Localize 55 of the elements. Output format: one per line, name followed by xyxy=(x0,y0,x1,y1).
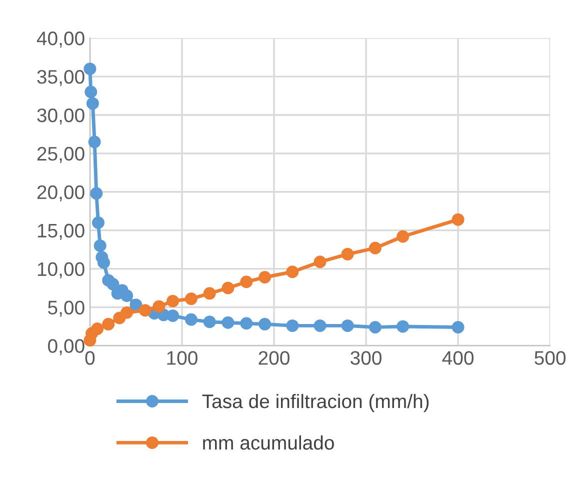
point xyxy=(166,294,180,308)
y-tick-label: 25,00 xyxy=(37,146,84,163)
legend-label: mm acumulado xyxy=(203,435,334,450)
point xyxy=(152,300,166,313)
point xyxy=(184,313,198,326)
y-tick-label: 40,00 xyxy=(36,32,84,48)
x-tick-label: 300 xyxy=(350,351,382,365)
point xyxy=(106,278,120,290)
x-tick-label: 0 xyxy=(85,351,95,365)
point xyxy=(84,62,96,76)
point xyxy=(240,317,253,330)
y-tick-label: 30,00 xyxy=(37,108,84,125)
x-tick-label: 200 xyxy=(258,351,290,365)
x-tick-label: 100 xyxy=(167,351,198,365)
point xyxy=(102,318,115,330)
y-tick-label: 5,00 xyxy=(48,300,84,317)
point xyxy=(452,213,464,226)
point xyxy=(88,136,101,148)
point xyxy=(90,187,103,200)
point xyxy=(258,318,272,330)
point xyxy=(138,304,152,317)
point xyxy=(452,320,464,334)
point xyxy=(222,316,234,329)
y-tick-label: 35,00 xyxy=(37,70,84,86)
x-tick-label: 400 xyxy=(442,351,474,365)
x-tick-label: 500 xyxy=(534,351,566,365)
point xyxy=(286,266,299,278)
point xyxy=(86,97,99,110)
y-tick-label: 20,00 xyxy=(37,185,84,202)
point xyxy=(203,287,216,300)
point xyxy=(203,316,216,328)
point xyxy=(396,320,410,333)
point xyxy=(184,292,198,306)
point xyxy=(84,86,98,98)
point xyxy=(240,276,253,288)
point xyxy=(166,309,180,322)
y-tick-label: 15,00 xyxy=(38,224,84,240)
legend-label: Tasa de infiltracion (mm/h) xyxy=(202,394,429,412)
point xyxy=(222,282,234,294)
point xyxy=(94,239,106,252)
point xyxy=(120,306,134,319)
point xyxy=(92,216,104,229)
point xyxy=(258,270,272,284)
point xyxy=(120,289,134,302)
y-tick-label: 0,00 xyxy=(48,339,84,356)
point xyxy=(91,322,104,336)
point xyxy=(341,319,354,332)
point xyxy=(286,319,299,332)
point xyxy=(368,320,382,334)
point xyxy=(341,248,354,260)
point xyxy=(314,319,326,332)
point xyxy=(396,230,410,243)
point xyxy=(314,256,326,268)
point xyxy=(368,242,382,254)
y-tick-label: 10,00 xyxy=(38,262,84,278)
